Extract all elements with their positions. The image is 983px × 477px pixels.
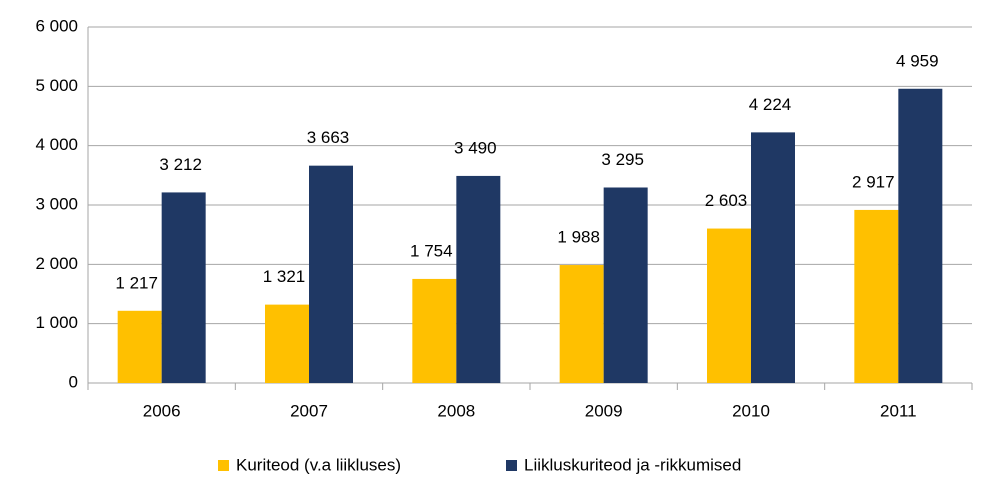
x-tick-label: 2011	[880, 401, 917, 420]
x-tick-label: 2010	[732, 401, 770, 420]
x-tick-label: 2006	[143, 401, 181, 420]
value-label: 1 988	[557, 228, 600, 247]
value-label: 3 212	[159, 155, 202, 174]
legend-label: Liikluskuriteod ja -rikkumised	[524, 455, 741, 474]
legend-label: Kuriteod (v.a liikluses)	[236, 455, 401, 474]
value-label: 2 917	[852, 172, 895, 191]
bar	[456, 175, 501, 383]
value-label: 1 754	[410, 241, 453, 260]
value-label: 3 663	[307, 128, 350, 147]
bar	[412, 278, 457, 383]
bar	[265, 304, 309, 383]
value-label: 3 490	[454, 138, 497, 157]
value-label: 1 321	[263, 267, 306, 286]
bar	[707, 228, 751, 383]
y-tick-label: 4 000	[35, 135, 78, 154]
y-tick-label: 1 000	[35, 313, 78, 332]
y-tick-label: 6 000	[35, 16, 78, 35]
y-tick-label: 5 000	[35, 76, 78, 95]
bar	[161, 192, 206, 383]
y-tick-label: 3 000	[35, 194, 78, 213]
y-tick-label: 0	[69, 372, 78, 391]
bar	[898, 88, 943, 384]
bar	[117, 310, 162, 383]
x-tick-label: 2008	[437, 401, 475, 420]
bar	[309, 165, 353, 383]
value-label: 2 603	[705, 191, 748, 210]
x-tick-label: 2009	[585, 401, 623, 420]
y-tick-label: 2 000	[35, 254, 78, 273]
value-label: 3 295	[601, 150, 644, 169]
x-tick-label: 2007	[290, 401, 328, 420]
value-label: 4 224	[749, 95, 792, 114]
bar	[751, 132, 795, 383]
value-label: 1 217	[115, 273, 158, 292]
bar	[603, 187, 648, 383]
legend-swatch	[506, 460, 517, 471]
bar	[559, 265, 604, 383]
value-label: 4 959	[896, 51, 939, 70]
bar	[854, 209, 899, 383]
legend-swatch	[218, 460, 229, 471]
